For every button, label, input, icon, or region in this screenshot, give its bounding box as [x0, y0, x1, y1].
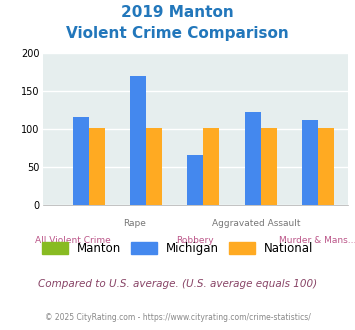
- Bar: [89, 128, 105, 205]
- Bar: [72, 117, 89, 205]
- Bar: [318, 128, 334, 205]
- Bar: [146, 128, 162, 205]
- Text: Violent Crime Comparison: Violent Crime Comparison: [66, 26, 289, 41]
- Text: Robbery: Robbery: [176, 236, 214, 245]
- Bar: [302, 119, 318, 205]
- Bar: [261, 128, 277, 205]
- Text: Murder & Mans...: Murder & Mans...: [279, 236, 355, 245]
- Bar: [187, 154, 203, 205]
- Text: Aggravated Assault: Aggravated Assault: [212, 219, 301, 228]
- Text: © 2025 CityRating.com - https://www.cityrating.com/crime-statistics/: © 2025 CityRating.com - https://www.city…: [45, 314, 310, 322]
- Legend: Manton, Michigan, National: Manton, Michigan, National: [37, 237, 318, 260]
- Bar: [130, 76, 146, 205]
- Text: Rape: Rape: [123, 219, 146, 228]
- Bar: [203, 128, 219, 205]
- Text: All Violent Crime: All Violent Crime: [35, 236, 111, 245]
- Text: Compared to U.S. average. (U.S. average equals 100): Compared to U.S. average. (U.S. average …: [38, 279, 317, 289]
- Text: 2019 Manton: 2019 Manton: [121, 5, 234, 20]
- Bar: [245, 112, 261, 205]
